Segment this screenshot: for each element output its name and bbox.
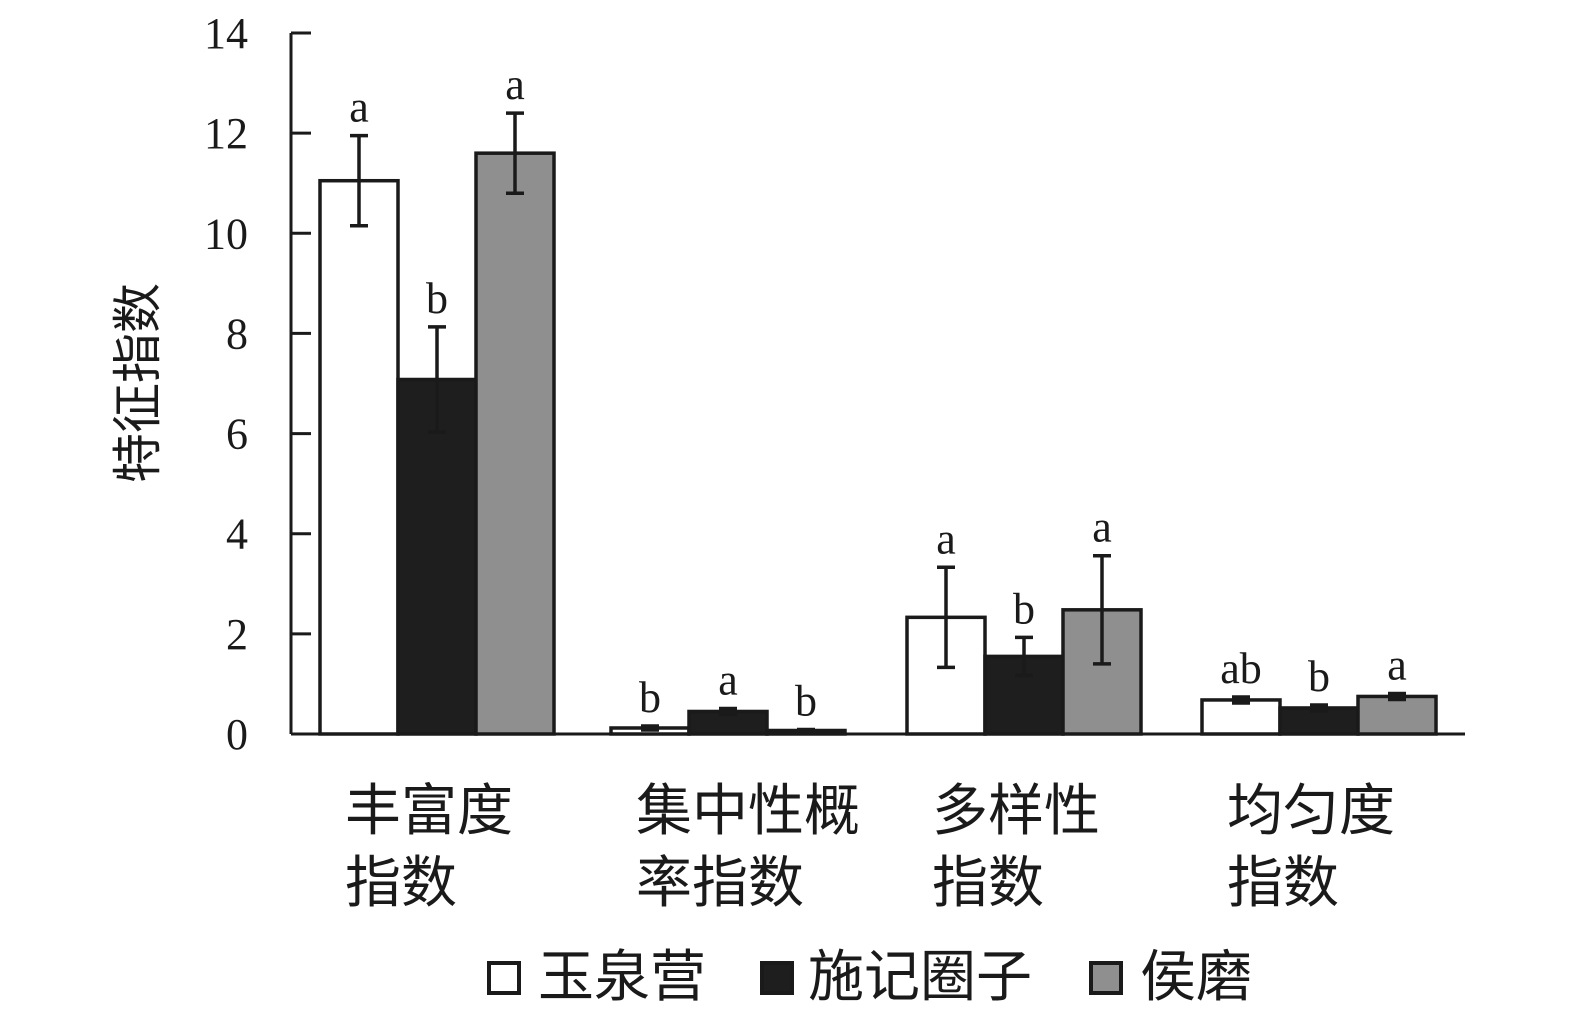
category-label: 率指数: [636, 851, 804, 916]
bars: [318, 151, 1438, 736]
y-tick-label: 8: [226, 309, 248, 358]
legend-swatch: [1089, 961, 1123, 995]
y-tick-label: 2: [226, 610, 248, 659]
bar: [1356, 694, 1438, 736]
category-label: 指数: [932, 851, 1044, 916]
category-label: 指数: [345, 851, 457, 916]
legend-swatch: [487, 961, 521, 995]
bar: [1200, 698, 1282, 736]
significance-letter: b: [639, 673, 661, 722]
y-tick-label: 10: [204, 209, 248, 258]
significance-letter: b: [426, 274, 448, 323]
significance-letter: a: [718, 655, 738, 704]
legend-swatch: [760, 961, 794, 995]
error-bars: [350, 111, 1406, 734]
category-label: 丰富度: [345, 779, 513, 844]
category-label: 多样性: [932, 779, 1100, 844]
significance-letter: a: [349, 83, 369, 132]
legend: 玉泉营 施记圈子 侯磨: [487, 945, 1252, 1010]
y-tick-label: 0: [226, 710, 248, 759]
bar: [474, 151, 556, 736]
y-axis-ticks: 0 2 4 6 8 10 12 14: [204, 9, 311, 759]
y-tick-label: 6: [226, 410, 248, 459]
significance-letter: b: [1308, 652, 1330, 701]
legend-label: 施记圈子: [808, 945, 1032, 1010]
significance-letter: a: [505, 60, 525, 109]
y-tick-label: 14: [204, 9, 248, 58]
significance-letter: ab: [1220, 644, 1262, 693]
y-tick-label: 12: [204, 109, 248, 158]
significance-letter: a: [936, 514, 956, 563]
y-axis-label: 特征指数: [109, 283, 167, 483]
bar: [396, 377, 478, 736]
significance-letter: a: [1092, 503, 1112, 552]
significance-letter: a: [1387, 640, 1407, 689]
legend-label: 玉泉营: [538, 945, 706, 1010]
y-tick-label: 4: [226, 510, 248, 559]
category-label: 均匀度: [1227, 779, 1395, 844]
category-label: 指数: [1227, 851, 1339, 916]
legend-label: 侯磨: [1140, 945, 1252, 1010]
significance-letter: b: [795, 676, 817, 725]
bar: [318, 178, 400, 736]
significance-letter: b: [1013, 584, 1035, 633]
category-label: 集中性概: [636, 779, 860, 844]
